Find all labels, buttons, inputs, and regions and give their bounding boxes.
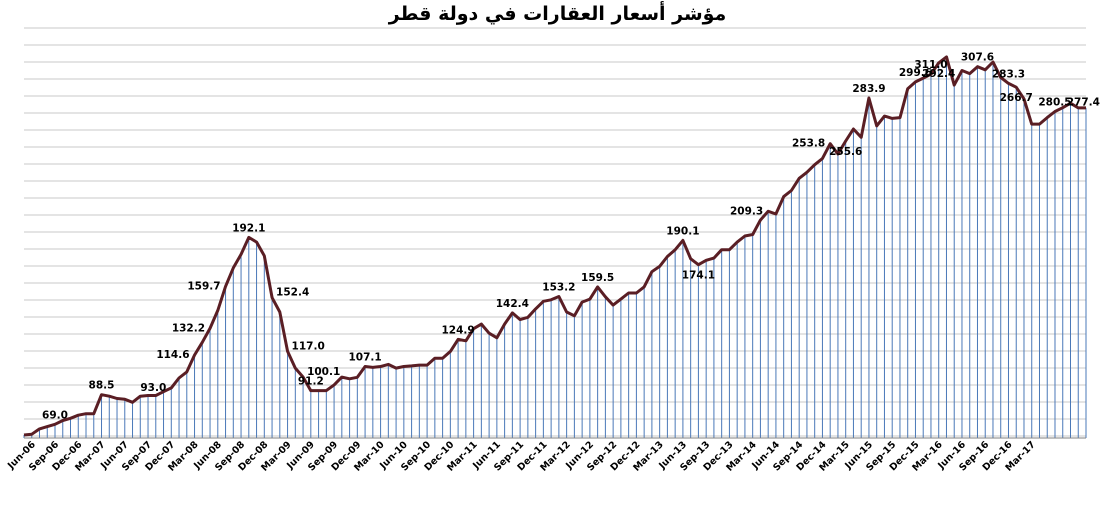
chart-title: مؤشر أسعار العقارات في دولة قطر [388,3,727,25]
data-label: 91.2 [298,376,324,388]
data-label: 253.8 [792,138,825,150]
drop-lines [23,56,1087,439]
data-label: 190.1 [666,225,699,237]
data-label: 153.2 [542,281,575,293]
data-label: 277.4 [1067,97,1100,109]
data-label: 114.6 [156,349,189,361]
data-label: 159.5 [581,272,614,284]
data-label: 117.0 [292,340,325,352]
data-label: 88.5 [89,380,115,392]
data-label: 192.1 [232,222,265,234]
data-label: 142.4 [496,298,529,310]
data-label: 93.0 [140,382,166,394]
x-axis-tick-labels: Jun-06Sep-06Dec-06Mar-07Jun-07Sep-07Dec-… [5,439,1038,474]
data-label: 100.1 [307,366,340,378]
data-label: 307.6 [961,52,994,64]
data-label: 266.7 [1000,92,1033,104]
data-label: 159.7 [187,281,220,293]
data-label: 311.0 [914,59,947,71]
data-label: 209.3 [730,205,763,217]
data-label: 299.6 [899,67,932,79]
data-label: 255.6 [829,146,862,158]
data-label: 69.0 [42,409,68,421]
data-label: 280.5 [1038,97,1071,109]
gridlines [24,27,1086,437]
data-label: 283.9 [852,83,885,95]
data-label: 174.1 [682,270,715,282]
data-label: 283.3 [992,68,1025,80]
data-label: 132.2 [172,322,205,334]
data-label: 152.4 [276,287,309,299]
series-line [23,55,1086,437]
series-line-group [23,55,1086,437]
data-label: 107.1 [348,351,381,363]
data-labels: 69.0 88.5 93.0 114.6 132.2 159.7 192.1 152.4 117… [42,52,1100,422]
data-label: 124.9 [441,324,474,336]
data-label: 292.4 [922,68,955,80]
